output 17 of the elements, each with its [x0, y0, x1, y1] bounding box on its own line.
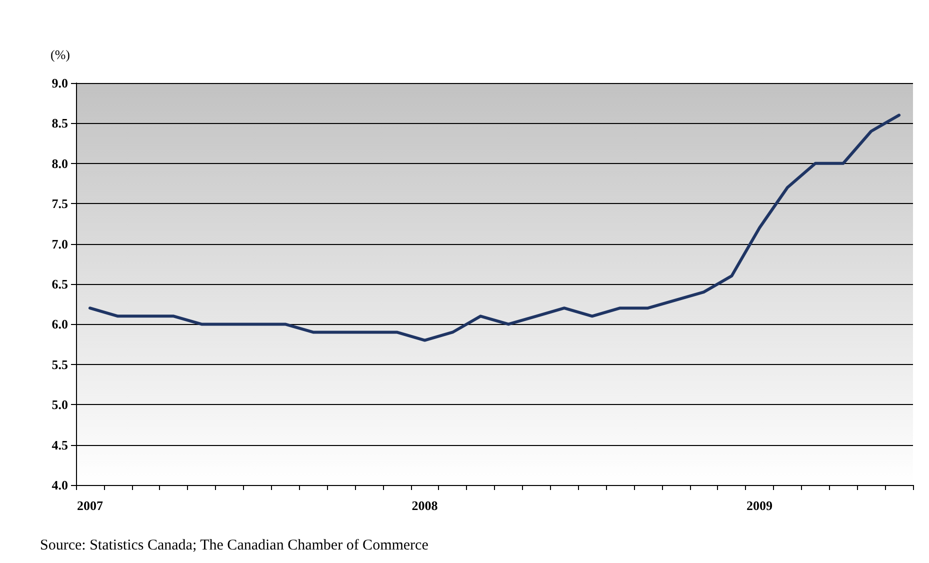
y-tick-label: 9.0 — [52, 76, 68, 90]
source-note: Source: Statistics Canada; The Canadian Chamber of Commerce — [40, 538, 429, 554]
y-tick-label: 7.0 — [52, 236, 68, 252]
x-tick-label: 2009 — [746, 498, 774, 513]
y-tick-label: 5.0 — [52, 397, 68, 412]
x-tick-label: 2007 — [76, 498, 104, 513]
y-tick-label: 4.5 — [52, 437, 68, 452]
x-tick-label: 2008 — [412, 498, 438, 513]
line-series — [88, 114, 901, 342]
y-tick-label: 7.5 — [52, 196, 68, 212]
y-tick-label: 8.0 — [52, 156, 68, 171]
y-axis-title: (%) — [50, 47, 70, 62]
y-tick-label: 8.5 — [52, 116, 68, 131]
y-tick-label: 6.5 — [52, 276, 68, 292]
y-tick-label: 4.0 — [52, 478, 68, 492]
y-tick-label: 5.5 — [52, 356, 68, 372]
y-tick-label: 6.0 — [52, 316, 68, 332]
